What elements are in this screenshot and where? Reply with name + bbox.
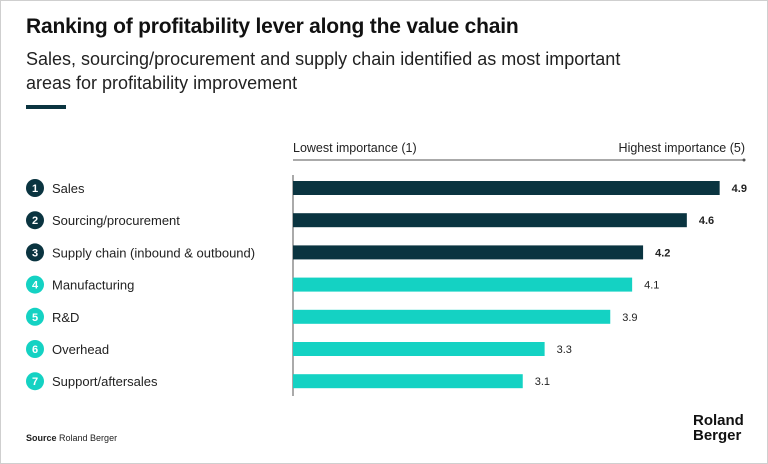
category-label: Sourcing/procurement [52,213,180,228]
value-label: 4.6 [699,215,714,227]
rank-number: 7 [32,376,38,388]
rank-badge [26,275,44,294]
rank-badge [26,243,44,262]
rank-number: 2 [32,215,38,227]
rank-number: 1 [32,183,38,195]
value-label: 4.2 [655,247,670,259]
rank-number: 6 [32,344,38,356]
rank-badge [26,340,44,358]
axis-label-low: Lowest importance (1) [293,141,417,155]
category-label: Manufacturing [52,278,134,293]
rank-number: 4 [32,280,39,292]
value-label: 3.1 [535,376,550,388]
chart-title: Ranking of profitability lever along the… [26,15,519,38]
rank-number: 5 [32,312,38,324]
rank-badge [26,211,44,230]
bar [293,342,545,356]
bar [293,309,611,324]
category-label: Support/aftersales [52,374,158,389]
value-label: 4.9 [732,183,747,195]
rank-badge [26,372,44,391]
category-label: Overhead [52,342,109,357]
source-value: Roland Berger [59,433,118,443]
bar [293,374,523,389]
rank-badge [26,307,44,326]
rank-badge [26,179,44,197]
source-note: Source Roland Berger [26,433,117,443]
value-label: 3.9 [622,312,637,324]
category-label: R&D [52,310,79,325]
source-label: Source [26,433,57,443]
rank-number: 3 [32,247,38,259]
axis-arrow-dot [742,158,746,162]
title-underline [26,105,66,109]
bar [293,245,644,260]
chart-subtitle: Sales, sourcing/procurement and supply c… [26,49,621,93]
roland-berger-logo: Roland Berger [693,412,744,444]
category-label: Sales [52,181,85,196]
bar [293,277,633,292]
value-label: 3.3 [557,344,572,356]
category-label: Supply chain (inbound & outbound) [52,245,255,260]
bar [293,213,687,228]
axis-label-high: Highest importance (5) [618,141,745,155]
bar [293,181,720,195]
value-label: 4.1 [644,280,659,292]
